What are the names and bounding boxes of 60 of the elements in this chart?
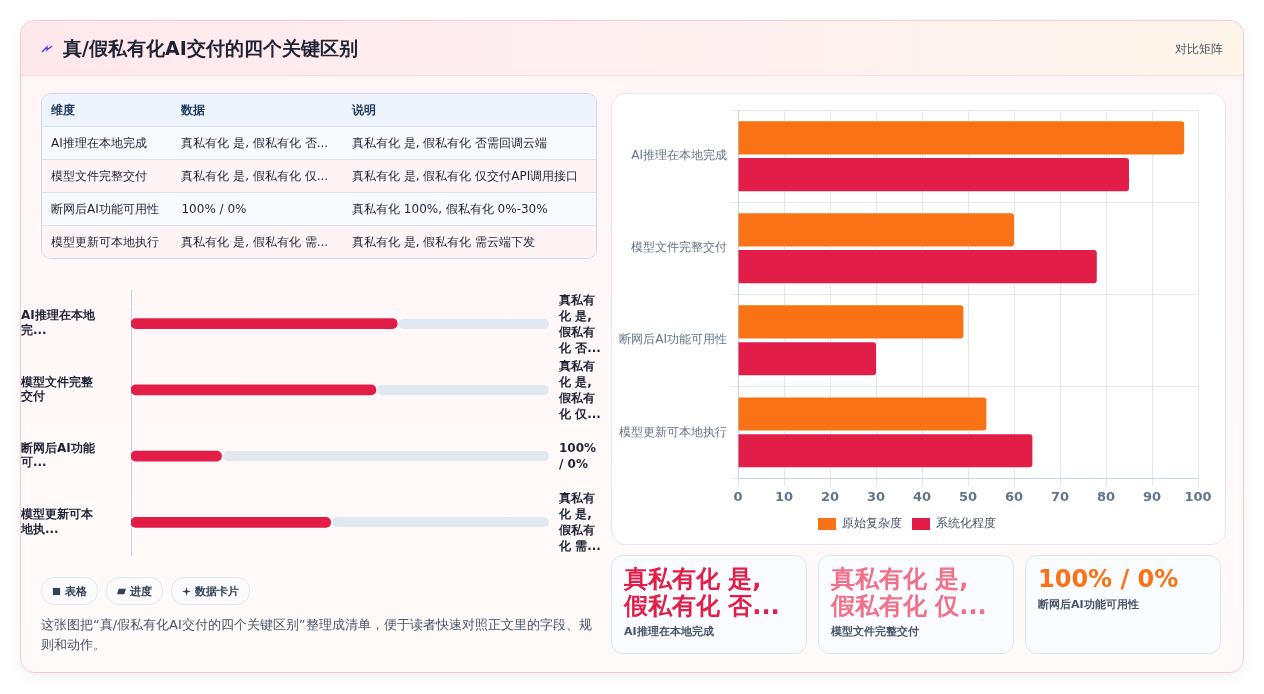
x-tick-label: 10 xyxy=(774,488,794,504)
x-tick-label: 80 xyxy=(1096,488,1116,504)
x-tick-label: 50 xyxy=(958,488,978,504)
bar xyxy=(738,305,964,339)
text: 模型文件完整交付 xyxy=(42,159,173,192)
bar xyxy=(738,121,1185,155)
text: 真私有化 是, 假私有化 需... xyxy=(172,225,344,258)
bar xyxy=(131,450,222,462)
x-tick-label: 40 xyxy=(912,488,932,504)
y-tick-label: 模型文件完整交付 xyxy=(20,374,94,404)
x-tick-label: 0 xyxy=(733,488,743,504)
text: 断网后AI功能可用性 xyxy=(42,192,173,225)
y-tick-label: 模型文件完整交付 xyxy=(631,240,727,255)
text: AI推理在本地完成 xyxy=(42,126,173,159)
text: 真/假私有化AI交付的四个关键区别 xyxy=(63,36,358,61)
text: 真私有化 是, 假私有化 需云端下发 xyxy=(343,225,596,258)
text: 真私有化 是, 假私有化 仅交付API调用接口 xyxy=(343,159,596,192)
bar xyxy=(738,158,1129,192)
y-tick-label: AI推理在本地完成 xyxy=(631,148,727,163)
text: 真私有化 是, 假私有化 否... xyxy=(172,126,344,159)
text: 表格 xyxy=(65,583,87,599)
x-tick-label: 60 xyxy=(1004,488,1024,504)
x-tick-label: 30 xyxy=(866,488,886,504)
text: 真私有化 是, 假私有化 否需回调云端 xyxy=(343,126,596,159)
text: 模型文件完整交付 xyxy=(831,624,920,639)
category-label: 说明 xyxy=(343,94,596,126)
text: 真私有化 是, 假私有化 仅... xyxy=(559,357,602,422)
category-label: 真私有化 是, 假私有化 否... xyxy=(624,565,781,620)
text: 真私有化 是, 假私有化 仅... xyxy=(172,159,344,192)
text: 这张图把“真/假私有化AI交付的四个关键区别”整理成清单，便于读者快速对照正文里的字段、规则和动作。 xyxy=(41,616,593,654)
text: 真私有化 100%, 假私有化 0%-30% xyxy=(343,192,596,225)
x-tick-label: 90 xyxy=(1142,488,1162,504)
y-tick-label: 断网后AI功能可... xyxy=(20,441,96,470)
category-label: 数据 xyxy=(172,94,344,126)
bar xyxy=(738,213,1014,247)
text: 数据卡片 xyxy=(195,583,239,599)
legend-label: 原始复杂度 xyxy=(842,516,902,531)
legend-label: 系统化程度 xyxy=(936,516,996,531)
x-tick-label: 70 xyxy=(1050,488,1070,504)
y-tick-label: 模型更新可本地执... xyxy=(20,507,94,536)
category-label: 100% / 0% xyxy=(1038,565,1180,593)
x-tick-label: 20 xyxy=(820,488,840,504)
text: 100% / 0% xyxy=(172,192,344,225)
bar xyxy=(738,342,876,376)
text: 100% / 0% xyxy=(559,440,598,473)
text: 对比矩阵 xyxy=(1175,41,1223,58)
category-label: 维度 xyxy=(42,94,173,126)
category-label: 真私有化 是, 假私有化 仅... xyxy=(831,565,988,620)
bar xyxy=(738,397,987,431)
y-tick-label: 断网后AI功能可用性 xyxy=(619,332,727,347)
x-tick-label: 100 xyxy=(1184,488,1212,504)
y-tick-label: 模型更新可本地执行 xyxy=(619,424,727,439)
y-tick-label: AI推理在本地完... xyxy=(21,308,96,337)
bar xyxy=(738,250,1097,284)
text: 真私有化 是, 假私有化 否... xyxy=(559,291,602,356)
text: 断网后AI功能可用性 xyxy=(1038,597,1140,612)
bar xyxy=(738,434,1033,468)
text: 模型更新可本地执行 xyxy=(42,225,173,258)
text: 真私有化 是, 假私有化 需... xyxy=(559,490,602,555)
text: 进度 xyxy=(130,583,152,599)
